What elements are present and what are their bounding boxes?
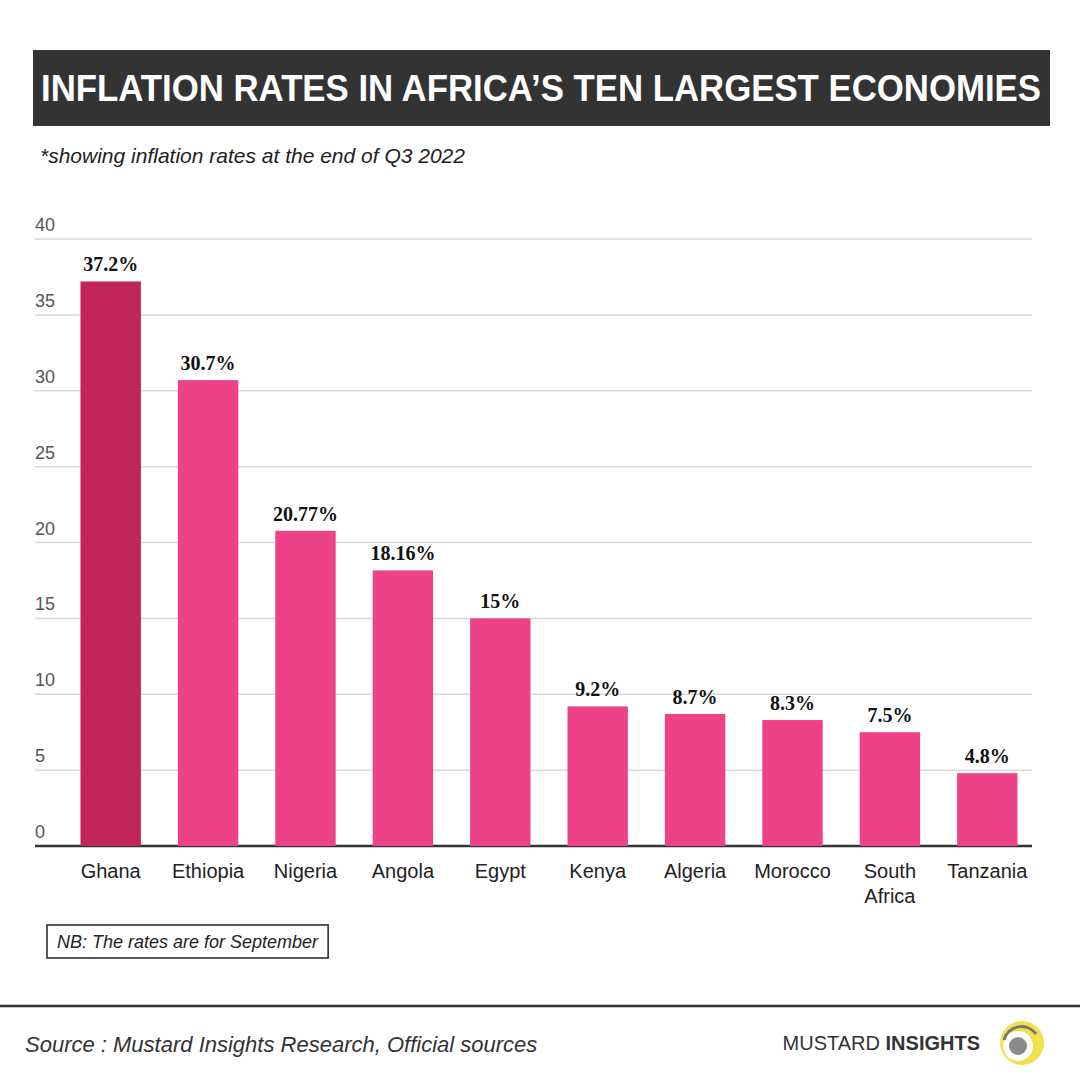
y-tick-label: 5 (35, 746, 45, 766)
x-tick-label: Morocco (754, 860, 831, 882)
y-tick-label: 25 (35, 443, 55, 463)
bar (275, 531, 335, 846)
bars (81, 281, 1018, 846)
logo (1000, 1021, 1044, 1065)
grid-line (35, 238, 1032, 240)
y-tick-label: 40 (35, 215, 55, 235)
x-tick-label: Angola (372, 860, 435, 882)
y-tick-label: 20 (35, 519, 55, 539)
x-tick-label: Egypt (475, 860, 527, 882)
title-background (33, 50, 1050, 126)
data-label: 8.7% (673, 686, 718, 708)
data-label: 7.5% (867, 704, 912, 726)
note-box (47, 925, 328, 958)
bar (373, 570, 433, 846)
brand-word: INSIGHTS (880, 1032, 980, 1054)
bar (81, 281, 141, 846)
grid (35, 239, 1032, 846)
y-tick-label: 35 (35, 291, 55, 311)
bar (568, 706, 628, 846)
data-label: 4.8% (965, 745, 1010, 767)
x-tick-label: Kenya (569, 860, 627, 882)
source: Source : Mustard Insights Research, Offi… (25, 1032, 537, 1057)
data-label: 18.16% (370, 542, 435, 564)
chart: INFLATION RATES IN AFRICA’S TEN LARGEST … (0, 0, 1080, 1080)
note: NB: The rates are for September (57, 932, 319, 952)
y-tick-label: 30 (35, 367, 55, 387)
y-tick-label: 10 (35, 670, 55, 690)
data-label: 8.3% (770, 692, 815, 714)
x-tick-label: Algeria (664, 860, 727, 882)
bar (762, 720, 822, 846)
title: INFLATION RATES IN AFRICA’S TEN LARGEST … (41, 68, 1041, 109)
x-tick-label: Ghana (81, 860, 142, 882)
y-tick-label: 0 (35, 822, 45, 842)
chart-root: INFLATION RATES IN AFRICA’S TEN LARGEST … (0, 0, 1080, 1080)
bar (178, 380, 238, 846)
logo-circle (1000, 1021, 1044, 1065)
x-tick-label: Tanzania (947, 860, 1028, 882)
y-tick-label: 15 (35, 594, 55, 614)
data-label: 37.2% (83, 253, 138, 275)
x-tick-label: Ethiopia (172, 860, 245, 882)
bar (665, 714, 725, 846)
footer-rule (0, 1005, 1080, 1008)
data-label: 9.2% (575, 678, 620, 700)
brand-word: MUSTARD (783, 1032, 880, 1054)
logo-core (1009, 1037, 1027, 1055)
bar (860, 732, 920, 846)
brand: MUSTARD INSIGHTS (783, 1032, 980, 1054)
bar (470, 618, 530, 846)
x-tick-label: SouthAfrica (864, 860, 917, 907)
data-label: 30.7% (181, 352, 236, 374)
subtitle: *showing inflation rates at the end of Q… (40, 144, 465, 167)
bar (957, 773, 1017, 846)
x-tick-label: Nigeria (274, 860, 338, 882)
data-label: 15% (480, 590, 520, 612)
data-labels: 37.2% 30.7% 20.77% 18.16% 15% 9.2% 8.7% 8.3% 7.5… (83, 253, 1010, 767)
logo-inner (1003, 1031, 1033, 1061)
data-label: 20.77% (273, 503, 338, 525)
grid-line (35, 314, 1032, 316)
